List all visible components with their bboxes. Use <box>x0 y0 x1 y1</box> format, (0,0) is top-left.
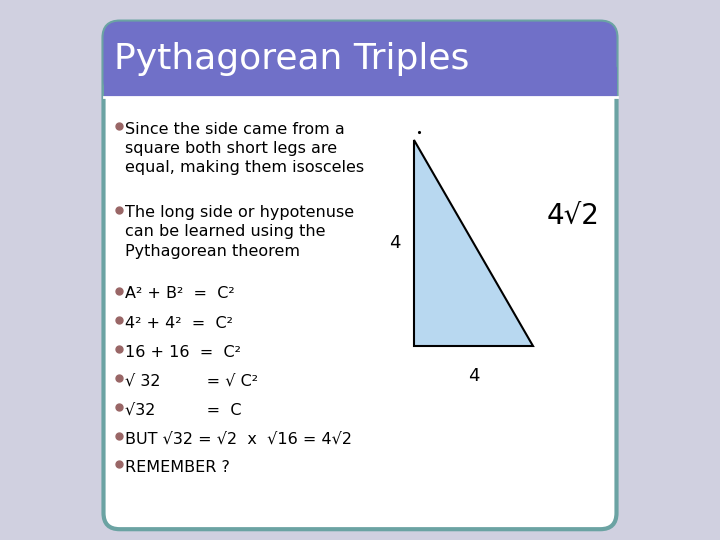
FancyBboxPatch shape <box>104 67 616 97</box>
Polygon shape <box>414 140 533 346</box>
FancyBboxPatch shape <box>104 22 616 97</box>
Text: REMEMBER ?: REMEMBER ? <box>125 460 230 475</box>
Text: 4: 4 <box>468 367 479 385</box>
Text: Since the side came from a
square both short legs are
equal, making them isoscel: Since the side came from a square both s… <box>125 122 364 175</box>
Text: 4√2: 4√2 <box>546 202 599 230</box>
Text: 16 + 16  =  C²: 16 + 16 = C² <box>125 345 241 360</box>
Text: BUT √32 = √2  x  √16 = 4√2: BUT √32 = √2 x √16 = 4√2 <box>125 432 352 447</box>
Text: Pythagorean Triples: Pythagorean Triples <box>114 43 469 76</box>
Text: √32          =  C: √32 = C <box>125 402 242 417</box>
Text: A² + B²  =  C²: A² + B² = C² <box>125 286 235 301</box>
Text: 4² + 4²  =  C²: 4² + 4² = C² <box>125 316 233 331</box>
Text: 4: 4 <box>389 234 400 252</box>
Text: √ 32         = √ C²: √ 32 = √ C² <box>125 374 258 389</box>
Text: The long side or hypotenuse
can be learned using the
Pythagorean theorem: The long side or hypotenuse can be learn… <box>125 205 354 259</box>
FancyBboxPatch shape <box>104 22 616 529</box>
